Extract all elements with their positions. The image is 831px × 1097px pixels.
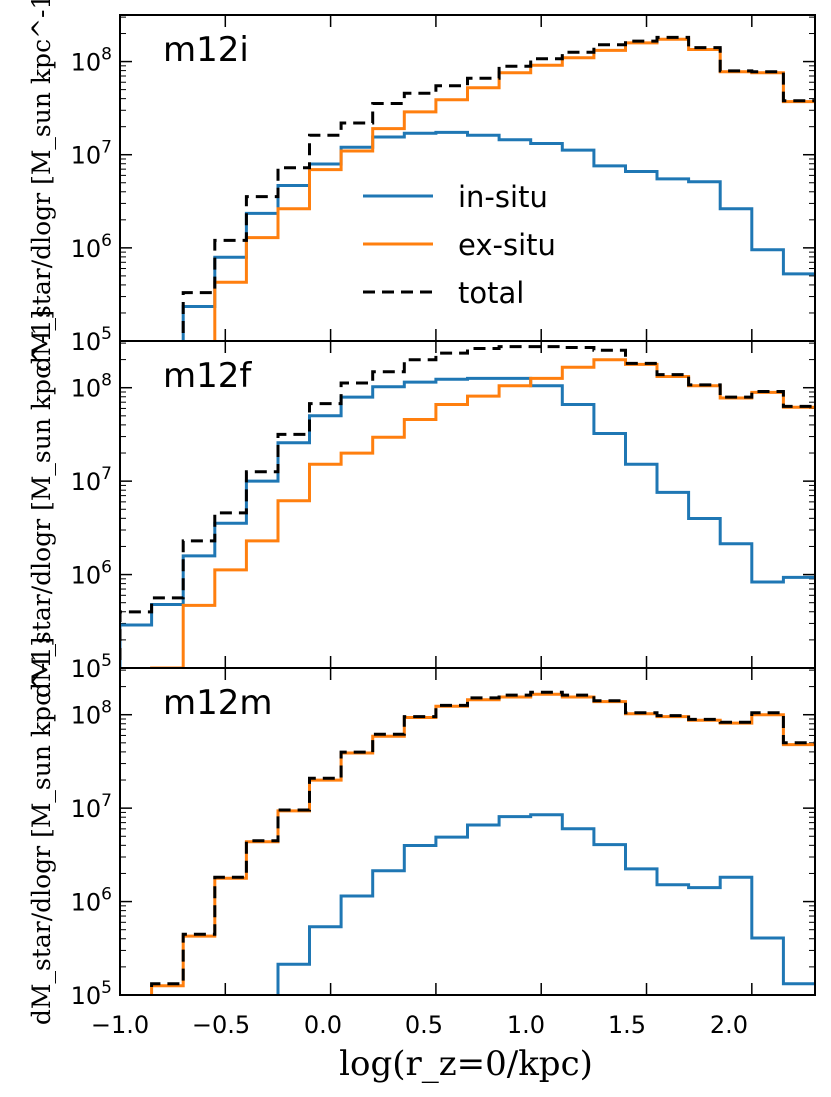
chart-marks: 105 106 107 108 105 106 107 108 105 106 107 108 (71, 14, 816, 1010)
panel-m12i: m12i in-situ ex-situ total (163, 30, 556, 310)
y-axis-label: dM_star/dlogr [M_sun kpc^-1] (27, 0, 56, 372)
x-tick-label: 1.0 (507, 1011, 545, 1039)
y-tick-label: 106 (71, 885, 112, 917)
y-axis-label: dM_star/dlogr [M_sun kpc^-1] (27, 637, 56, 1025)
y-tick-label: 107 (71, 791, 112, 823)
y-tick-label: 105 (71, 978, 112, 1010)
series-in-situ-line (120, 376, 815, 668)
legend: in-situ ex-situ total (363, 180, 556, 310)
y-tick-label: 106 (71, 231, 112, 263)
panel-plot-area: 105 106 107 108 (71, 667, 816, 1010)
y-tick-label: 108 (71, 371, 112, 403)
series-ex-situ-line (150, 692, 815, 995)
series-in-situ-line (276, 813, 815, 995)
y-tick-label: 105 (71, 324, 112, 356)
series-ex-situ-line (150, 358, 815, 668)
x-tick-label: −0.5 (192, 1011, 250, 1039)
y-tick-label: 105 (71, 651, 112, 683)
x-tick-label: 1.5 (608, 1011, 646, 1039)
y-tick-label: 108 (71, 698, 112, 730)
legend-label-total: total (458, 276, 524, 310)
series-total-line (181, 35, 815, 341)
panel-m12m: m12m (163, 683, 273, 723)
y-tick-label: 106 (71, 558, 112, 590)
panel-label-m12i: m12i (163, 30, 249, 70)
y-axis-label: dM_star/dlogr [M_sun kpc^-1] (27, 310, 56, 698)
panel-label-m12m: m12m (163, 683, 273, 723)
y-tick-label: 108 (71, 45, 112, 77)
panel-label-m12f: m12f (163, 356, 252, 396)
panel-m12f: m12f (163, 356, 252, 396)
x-axis-label: log(r_z=0/kpc) (339, 1044, 593, 1084)
series-total-line (150, 690, 815, 995)
x-tick-label: −1.0 (91, 1011, 149, 1039)
y-tick-label: 107 (71, 138, 112, 170)
axes-frame (119, 667, 816, 996)
x-tick-label: 2.0 (710, 1011, 748, 1039)
y-tick-label: 107 (71, 464, 112, 496)
panel-plot-area: 105 106 107 108 (71, 340, 816, 683)
series-total-line (120, 345, 815, 668)
legend-label-in-situ: in-situ (458, 180, 548, 214)
x-tick-label: 0.0 (304, 1011, 342, 1039)
x-tick-labels: −1.0 −0.5 0.0 0.5 1.0 1.5 2.0 (91, 1011, 748, 1039)
x-tick-label: 0.5 (405, 1011, 443, 1039)
legend-label-ex-situ: ex-situ (458, 228, 556, 262)
